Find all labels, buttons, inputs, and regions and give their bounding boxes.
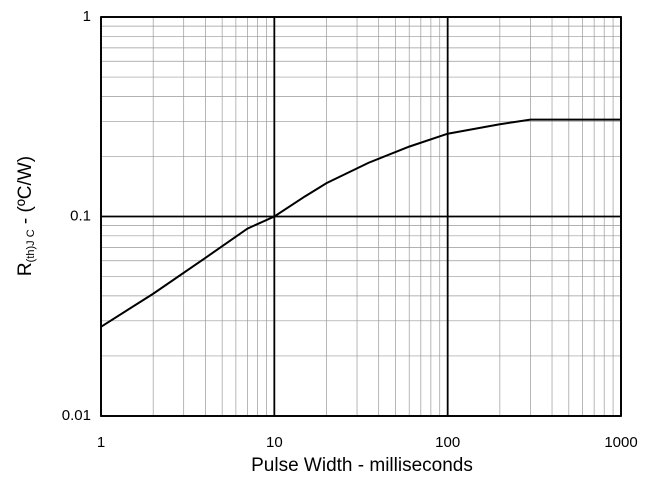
y-tick-label: 0.01 (62, 407, 91, 424)
y-axis-label: R(th)J C - (ºC/W) (15, 156, 37, 276)
x-tick-label: 10 (266, 434, 283, 451)
x-axis-label: Pulse Width - milliseconds (251, 455, 473, 476)
x-tick-label: 1 (97, 434, 105, 451)
x-tick-label: 100 (435, 434, 460, 451)
y-tick-label: 1 (83, 8, 91, 25)
x-tick-label: 1000 (604, 434, 637, 451)
plot-frame (100, 16, 622, 417)
y-tick-label: 0.1 (70, 207, 91, 224)
data-line (100, 118, 621, 328)
